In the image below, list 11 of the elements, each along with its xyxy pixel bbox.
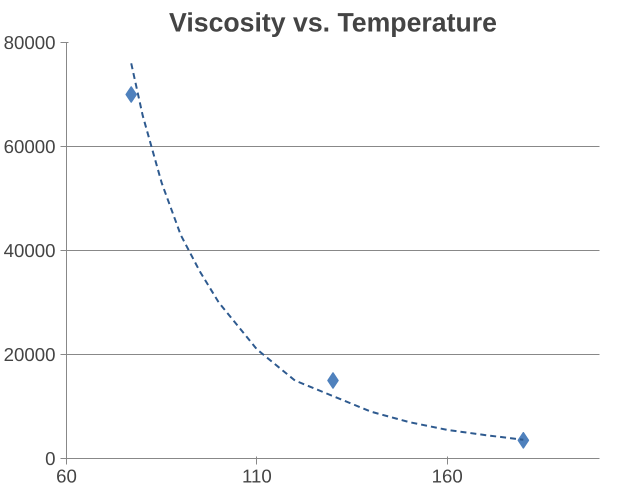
y-tick-label: 60000	[4, 136, 56, 157]
y-tick-label: 40000	[4, 240, 56, 261]
point	[125, 86, 138, 103]
y-tick-label: 0	[45, 448, 56, 469]
x-tick-label: 60	[56, 466, 77, 486]
x-tick-label: 160	[432, 466, 463, 486]
chart-title: Viscosity vs. Temperature	[169, 8, 497, 38]
point	[327, 372, 339, 389]
x-tick-label: 110	[242, 466, 272, 486]
y-tick-label: 80000	[4, 32, 56, 53]
y-tick-label: 20000	[4, 344, 56, 365]
